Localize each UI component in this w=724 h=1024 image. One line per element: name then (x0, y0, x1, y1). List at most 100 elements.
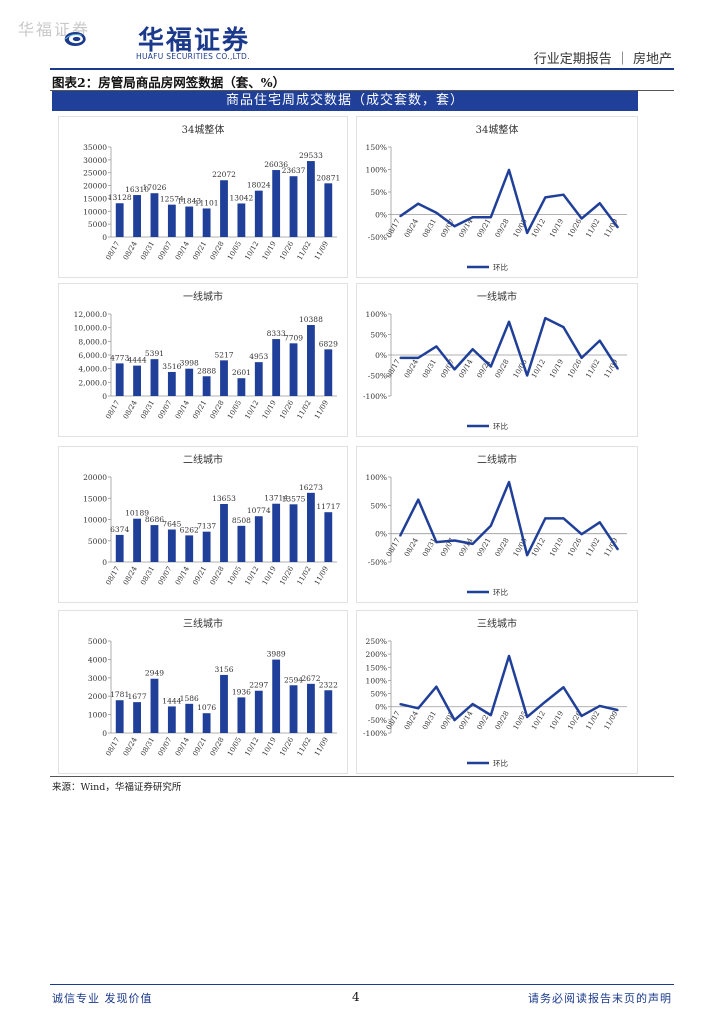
bar (202, 208, 211, 237)
data-point (526, 554, 528, 556)
x-tick-label: 10/19 (261, 736, 278, 757)
x-tick-label: 08/24 (122, 736, 139, 758)
y-tick-label: 2000 (88, 692, 107, 701)
data-point (580, 217, 583, 220)
bar-value-label: 12574 (160, 195, 184, 204)
bar (254, 190, 263, 237)
bar-value-label: 2888 (197, 366, 216, 375)
bar (307, 161, 315, 237)
x-tick-label: 10/26 (566, 358, 583, 380)
bar-value-label: 11843 (177, 197, 201, 206)
x-tick-label: 09/07 (157, 736, 174, 757)
x-tick-label: 08/31 (139, 240, 156, 261)
data-point (580, 715, 583, 717)
y-tick-label: 50% (370, 501, 387, 510)
chart-tier1-bar: 一线城市 0 2,000.0 4,000.0 6,000.0 8,000.0 10,000.… (74, 290, 338, 421)
bar-value-label: 8686 (145, 515, 164, 524)
x-tick-label: 10/19 (261, 565, 278, 586)
y-tick-label: 0 (102, 558, 107, 567)
bar-value-label: 1586 (180, 694, 199, 703)
bar-value-label: 23637 (282, 166, 306, 175)
y-tick-label: 0% (375, 351, 387, 360)
chart-panel-t3-bar: 三线城市 0 1000 2000 3000 4000 5000 08/17 08/24 08/31… (58, 610, 348, 774)
x-tick-label: 08/17 (104, 565, 121, 586)
bar (237, 378, 246, 396)
chart-title: 34城整体 (476, 123, 519, 136)
bar (254, 516, 263, 562)
bar-value-label: 1781 (110, 690, 129, 699)
data-point (580, 357, 583, 359)
data-point (435, 345, 438, 348)
bar-value-label: 4953 (249, 352, 268, 361)
bar (150, 359, 159, 396)
bar (289, 504, 298, 562)
x-tick-label: 08/31 (139, 399, 156, 420)
bar-value-label: 11101 (195, 198, 219, 207)
chart-tier3-bar: 三线城市 0 1000 2000 3000 4000 5000 08/17 08/24 08/31… (88, 617, 338, 758)
chart-panel-t2-line: 二线城市 -50% 0% 50% 100% 08/17 08/24 08/31 09/07 09/… (356, 446, 638, 603)
x-tick-label: 10/12 (243, 736, 260, 757)
chart-title: 二线城市 (477, 453, 517, 466)
x-tick-label: 10/19 (261, 240, 278, 261)
data-point (617, 548, 619, 551)
y-tick-label: 0% (375, 211, 387, 220)
x-tick-label: 09/21 (476, 218, 493, 239)
x-tick-label: 09/14 (174, 399, 191, 421)
bar-value-label: 13575 (282, 494, 306, 503)
bar-value-label: 5217 (214, 350, 233, 359)
y-tick-label: 150% (366, 143, 387, 152)
y-tick-label: -100% (363, 392, 387, 401)
x-tick-label: 11/02 (584, 218, 601, 239)
x-tick-label: 08/17 (104, 736, 121, 757)
bar (254, 690, 263, 733)
x-tick-label: 09/14 (457, 358, 474, 380)
data-point (617, 709, 619, 711)
bar (237, 697, 246, 733)
x-tick-label: 08/31 (421, 218, 438, 239)
chart-panel-t2-bar: 二线城市 0 5000 10000 15000 20000 08/17 08/24 08/31 0… (58, 446, 348, 603)
x-tick-label: 08/31 (421, 710, 438, 731)
y-tick-label: 200% (366, 650, 387, 659)
chart-title: 二线城市 (183, 453, 223, 466)
chart-panel-t3-line: 三线城市 -100% -50% 0% 50% 100% 150% 200% 250% 08/17 0… (356, 610, 638, 774)
bar (202, 713, 211, 733)
data-point (544, 700, 547, 703)
data-point (598, 521, 601, 524)
bar-value-label: 5391 (145, 349, 164, 358)
data-point (598, 202, 601, 205)
data-point (435, 685, 438, 688)
bar-value-label: 4444 (128, 356, 147, 365)
data-point (562, 193, 565, 196)
x-tick-label: 09/21 (191, 399, 208, 420)
y-tick-label: 100% (366, 473, 387, 482)
bar (254, 362, 263, 396)
x-tick-label: 10/19 (548, 710, 565, 731)
y-tick-label: 12,000.0 (74, 310, 108, 319)
bar-value-label: 1444 (162, 696, 181, 705)
y-tick-label: 50% (370, 690, 387, 699)
bar (115, 203, 124, 237)
y-tick-label: 5000 (88, 637, 107, 646)
x-tick-label: 11/09 (313, 240, 330, 261)
data-point (526, 374, 528, 377)
bar-value-label: 2297 (249, 681, 268, 690)
y-tick-label: 0 (102, 392, 107, 401)
header-divider (50, 68, 674, 70)
y-tick-label: -50% (368, 716, 387, 725)
bar-value-label: 6829 (319, 339, 338, 348)
x-tick-label: 09/28 (494, 710, 511, 731)
x-tick-label: 09/07 (157, 240, 174, 261)
x-tick-label: 11/09 (603, 710, 620, 731)
bar-value-label: 3156 (214, 665, 233, 674)
data-point (562, 686, 565, 689)
x-tick-label: 09/28 (494, 218, 511, 239)
data-point (617, 226, 619, 229)
data-point (399, 357, 401, 359)
bar-value-label: 7709 (284, 333, 303, 342)
y-tick-label: 4000 (88, 655, 107, 664)
bar-value-label: 11717 (316, 502, 340, 511)
chart-title: 一线城市 (477, 290, 517, 303)
y-tick-label: 50% (370, 331, 387, 340)
bar (150, 525, 159, 562)
